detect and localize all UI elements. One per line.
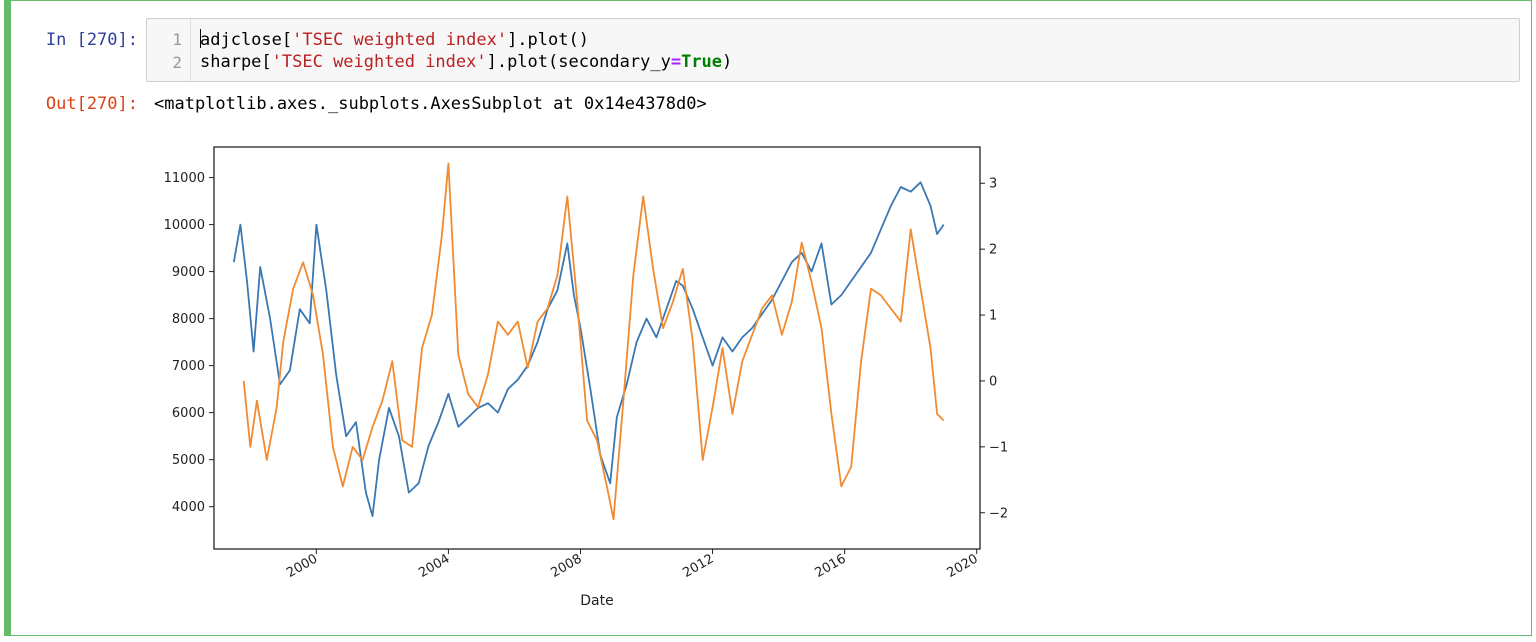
code-string: 'TSEC weighted index' — [292, 30, 508, 50]
notebook-cell[interactable] — [4, 0, 1532, 636]
code-token: ) — [722, 52, 733, 72]
y-right-tick-label: −1 — [989, 440, 1008, 455]
code-line-1[interactable]: adjclose['TSEC weighted index'].plot() — [200, 29, 589, 50]
series-line-adjclose — [232, 181, 945, 517]
code-line-2[interactable]: sharpe['TSEC weighted index'].plot(secon… — [200, 52, 732, 72]
code-token: ].plot(secondary_y — [486, 52, 671, 72]
x-tick-label: 2020 — [945, 551, 981, 581]
x-axis: 2000 2004 2008 2012 2016 2020 — [284, 549, 981, 581]
y-left-tick-label: 7000 — [172, 359, 205, 374]
x-tick-label: 2012 — [680, 551, 716, 581]
plot-frame — [213, 146, 981, 550]
code-token: ].plot() — [507, 30, 589, 50]
code-editor[interactable]: 1 2 adjclose['TSEC weighted index'].plot… — [146, 18, 1520, 82]
x-tick-label: 2004 — [416, 551, 452, 581]
text-cursor — [200, 29, 201, 48]
code-token: sharpe[ — [200, 52, 272, 72]
y-right-tick-label: −2 — [989, 506, 1008, 521]
y-right-tick-label: 2 — [989, 243, 997, 258]
line-number: 2 — [172, 53, 182, 72]
x-tick-label: 2008 — [548, 551, 584, 581]
x-axis-label: Date — [580, 593, 613, 609]
y-right-tick-label: 1 — [989, 309, 997, 324]
x-tick-label: 2016 — [812, 551, 848, 581]
y-left-tick-label: 5000 — [172, 453, 205, 468]
y-right-tick-label: 0 — [989, 374, 997, 389]
left-y-axis: 4000 5000 6000 7000 8000 9000 10000 11000 — [164, 171, 214, 515]
y-left-tick-label: 10000 — [164, 218, 205, 233]
output-repr-text: <matplotlib.axes._subplots.AxesSubplot a… — [154, 94, 707, 114]
x-tick-label: 2000 — [284, 551, 320, 581]
y-right-tick-label: 3 — [989, 177, 997, 192]
line-number: 1 — [172, 30, 182, 49]
series-line-sharpe — [242, 162, 945, 521]
y-left-tick-label: 8000 — [172, 312, 205, 327]
code-operator: = — [670, 52, 682, 72]
y-left-tick-label: 4000 — [172, 500, 205, 515]
y-left-tick-label: 9000 — [172, 265, 205, 280]
code-token: adjclose[ — [200, 30, 293, 50]
y-left-tick-label: 11000 — [164, 171, 205, 186]
right-y-axis: −2 −1 0 1 2 3 — [980, 177, 1008, 521]
input-prompt: In [270]: — [45, 30, 138, 50]
code-string: 'TSEC weighted index' — [271, 52, 487, 72]
y-left-tick-label: 6000 — [172, 406, 205, 421]
chart-series-group — [232, 162, 945, 521]
line-number-gutter: 1 2 — [147, 19, 191, 81]
code-keyword: True — [681, 52, 723, 72]
output-prompt: Out[270]: — [45, 94, 138, 114]
